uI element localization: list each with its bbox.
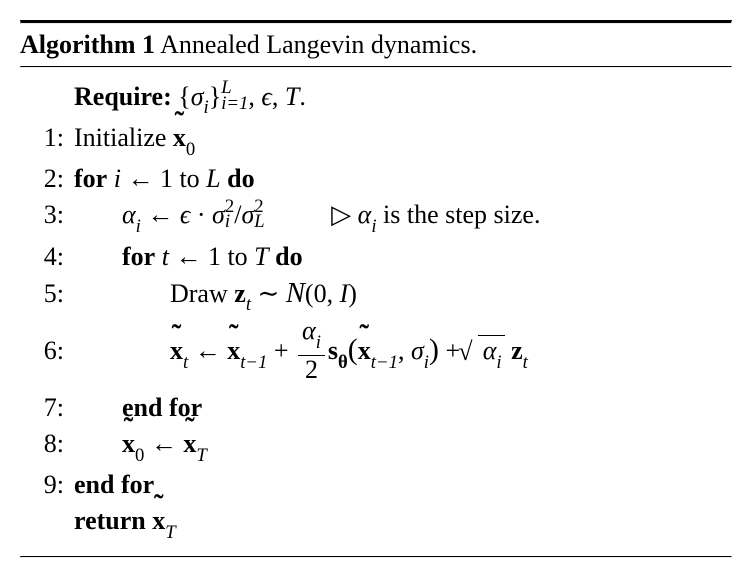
content-9: end for (74, 470, 732, 500)
content-8: x0 ← xT (74, 429, 732, 464)
line-8: 8: x0 ← xT (20, 429, 732, 464)
lineno-5: 5: (20, 279, 74, 309)
comment-alpha: αi (358, 200, 377, 229)
line-5: 5: Draw zt ∼ N(0, I) (20, 278, 732, 314)
content-5: Draw zt ∼ N(0, I) (74, 278, 732, 314)
content-4: for t ← 1 to T do (74, 242, 732, 272)
reset-x0: x0 ← xT (122, 429, 207, 458)
content-1: Initialize x0 (74, 123, 732, 158)
content-6: xt ← xt−1 + αi2sθ(xt−1, σi) + √αi zt (74, 320, 732, 387)
endfor-outer: end for (74, 470, 154, 499)
content-3: αi ← ϵ · σ2i/σ2L ▷ αi is the step size. (74, 200, 732, 235)
for-outer-var: i ← 1 (114, 164, 180, 193)
initialize-text: Initialize (74, 123, 166, 152)
algorithm-number: Algorithm 1 (20, 30, 155, 59)
algorithm-block: Algorithm 1 Annealed Langevin dynamics. … (20, 20, 732, 558)
lineno-8: 8: (20, 429, 74, 459)
require-line: Require: {σi}Li=1, ϵ, T. (20, 82, 732, 117)
lineno-1: 1: (20, 123, 74, 153)
step-size-comment: ▷ αi is the step size. (331, 200, 540, 235)
comment-text: is the step size. (383, 200, 540, 229)
update-eq: xt ← xt−1 + αi2sθ(xt−1, σi) + √αi zt (170, 336, 528, 365)
to-inner: to (227, 242, 247, 271)
for-outer-end: L (206, 164, 220, 193)
for-outer: for (74, 164, 107, 193)
algorithm-body: Require: {σi}Li=1, ϵ, T. 1: Initialize x… (20, 68, 732, 556)
algorithm-title-text: Annealed Langevin dynamics. (160, 30, 477, 59)
lineno-6: 6: (20, 336, 74, 366)
to-outer: to (179, 164, 199, 193)
return-math: xT (152, 506, 175, 535)
for-inner-var: t ← 1 (162, 242, 228, 271)
require-label: Require: (74, 82, 172, 111)
line-4: 4: for t ← 1 to T do (20, 242, 732, 272)
lineno-3: 3: (20, 200, 74, 230)
alpha-assign: αi ← ϵ · σ2i/σ2L (122, 200, 271, 229)
return-content: return xT (74, 506, 732, 541)
lineno-4: 4: (20, 242, 74, 272)
lineno-9: 9: (20, 470, 74, 500)
rule-bottom (20, 556, 732, 558)
line-1: 1: Initialize x0 (20, 123, 732, 158)
content-2: for i ← 1 to L do (74, 164, 732, 194)
draw-math: zt ∼ N(0, I) (234, 279, 357, 308)
x0-init: x0 (173, 123, 195, 152)
algorithm-title: Algorithm 1 Annealed Langevin dynamics. (20, 24, 732, 66)
require-content: Require: {σi}Li=1, ϵ, T. (74, 82, 732, 117)
return-line: return xT (20, 506, 732, 541)
for-inner-end: T (254, 242, 268, 271)
line-9: 9: end for (20, 470, 732, 500)
do-outer: do (227, 164, 254, 193)
do-inner: do (275, 242, 302, 271)
content-7: end for (74, 393, 732, 423)
for-inner: for (122, 242, 155, 271)
line-6: 6: xt ← xt−1 + αi2sθ(xt−1, σi) + √αi zt (20, 320, 732, 387)
line-2: 2: for i ← 1 to L do (20, 164, 732, 194)
lineno-7: 7: (20, 393, 74, 423)
draw-text: Draw (170, 279, 228, 308)
line-3: 3: αi ← ϵ · σ2i/σ2L ▷ αi is the step siz… (20, 200, 732, 235)
lineno-2: 2: (20, 164, 74, 194)
require-math: {σi}Li=1, ϵ, T. (178, 82, 306, 111)
comment-marker: ▷ (331, 200, 351, 229)
return-label: return (74, 506, 146, 535)
